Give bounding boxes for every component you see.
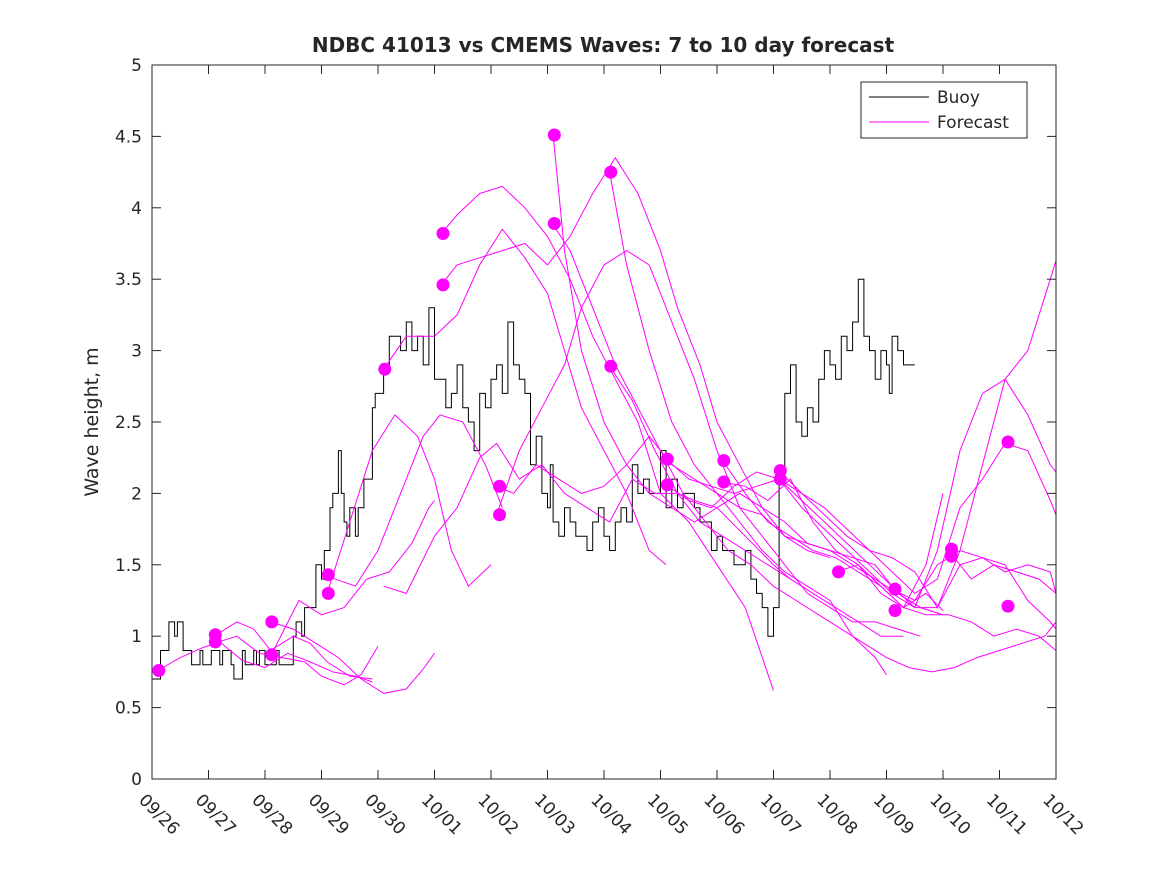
x-tick-label: 10/06 [699,790,748,839]
forecast-start-marker [945,549,958,563]
y-tick-label: 1 [131,627,142,647]
x-tick-label: 10/03 [530,790,579,839]
x-tick-label: 10/04 [586,790,635,839]
forecast-start-marker [1001,599,1015,613]
forecast-start-marker [604,165,618,179]
legend: Buoy Forecast [860,81,1028,139]
y-tick-label: 4 [131,199,142,219]
x-tick-label: 10/02 [473,790,522,839]
forecast-start-marker [888,604,902,617]
forecast-start-marker [152,664,166,677]
x-tick-label: 10/11 [982,790,1031,839]
forecast-start-marker [208,635,222,649]
x-tick-label: 10/10 [925,790,974,839]
forecast-start-marker [773,472,787,486]
forecast-series-line-25 [891,549,1056,630]
forecast-series-line-26 [948,550,1056,594]
y-tick-label: 0.5 [115,699,142,719]
y-tick-label: 4.5 [115,127,142,147]
x-tick-label: 10/09 [869,790,918,839]
buoy-series-line [152,278,915,680]
forecast-series-line-16 [609,172,887,676]
x-tick-label: 09/28 [247,790,296,839]
forecast-series-line-15 [552,224,1056,673]
x-tick-label: 09/26 [134,790,183,839]
legend-box [860,81,1028,139]
plot-area [152,134,1056,694]
forecast-series-line-20 [722,460,944,611]
legend-forecast-label: Forecast [937,113,1009,133]
y-tick-label: 5 [131,56,142,76]
x-tick-label: 10/08 [812,790,861,839]
forecast-start-marker [265,648,279,662]
forecast-start-marker [493,479,506,493]
forecast-start-marker [321,568,335,582]
forecast-series-line-4 [270,621,435,694]
forecast-start-marker [660,452,674,466]
forecast-start-marker [321,586,335,600]
y-tick-label: 1.5 [115,556,142,576]
forecast-series-line-23 [778,260,1056,609]
x-tick-label: 10/01 [417,790,466,839]
y-tick-label: 0 [131,770,142,790]
x-tick-label: 10/05 [643,790,692,839]
forecast-series-line-22 [778,470,1056,609]
y-axis-label: Wave height, m [81,347,103,496]
forecast-start-marker [265,615,279,629]
forecast-start-marker [547,128,561,142]
forecast-series-line-10 [439,185,774,691]
forecast-series-line-17 [609,366,904,637]
legend-buoy-label: Buoy [937,88,980,108]
y-tick-label: 3 [131,342,142,362]
y-tick-label: 2.5 [115,413,142,433]
chart-title: NDBC 41013 vs CMEMS Waves: 7 to 10 day f… [312,33,895,57]
forecast-start-marker [717,475,731,489]
forecast-start-marker [436,227,450,240]
forecast-start-marker [832,565,845,579]
x-tick-label: 10/12 [1038,790,1087,839]
forecast-series-line-24 [835,564,1056,651]
x-tick-label: 09/30 [360,790,409,839]
x-tick-label: 10/07 [756,790,805,839]
forecast-start-marker [604,359,618,373]
forecast-start-marker [1001,435,1015,449]
forecast-series-line-8 [383,228,667,566]
forecast-series-line-12 [496,250,921,637]
x-tick-label: 09/29 [304,790,353,839]
forecast-start-marker [660,478,674,492]
forecast-series-line-9 [383,442,791,595]
forecast-start-marker [493,508,506,522]
forecast-series-line-3 [213,621,373,680]
forecast-start-marker [378,362,392,376]
y-tick-label: 3.5 [115,270,142,290]
forecast-start-marker [717,454,731,468]
y-tick-label: 2 [131,484,142,504]
forecast-series-line-14 [552,134,944,616]
forecast-start-marker [888,582,902,596]
forecast-series-line-6 [326,414,492,594]
x-tick-label: 09/27 [191,790,240,839]
y-axis-ticks: 0 0.5 1 1.5 2 2.5 3 3.5 4 4.5 5 [115,56,1056,790]
forecast-start-marker [436,278,450,292]
forecast-series-line-1 [157,641,373,683]
forecast-series-line-2 [214,635,379,686]
forecast-series-line-21 [722,478,944,609]
forecast-start-marker [547,217,561,230]
forecast-series-line-5 [270,500,435,657]
forecast-series-line-7 [326,414,503,587]
